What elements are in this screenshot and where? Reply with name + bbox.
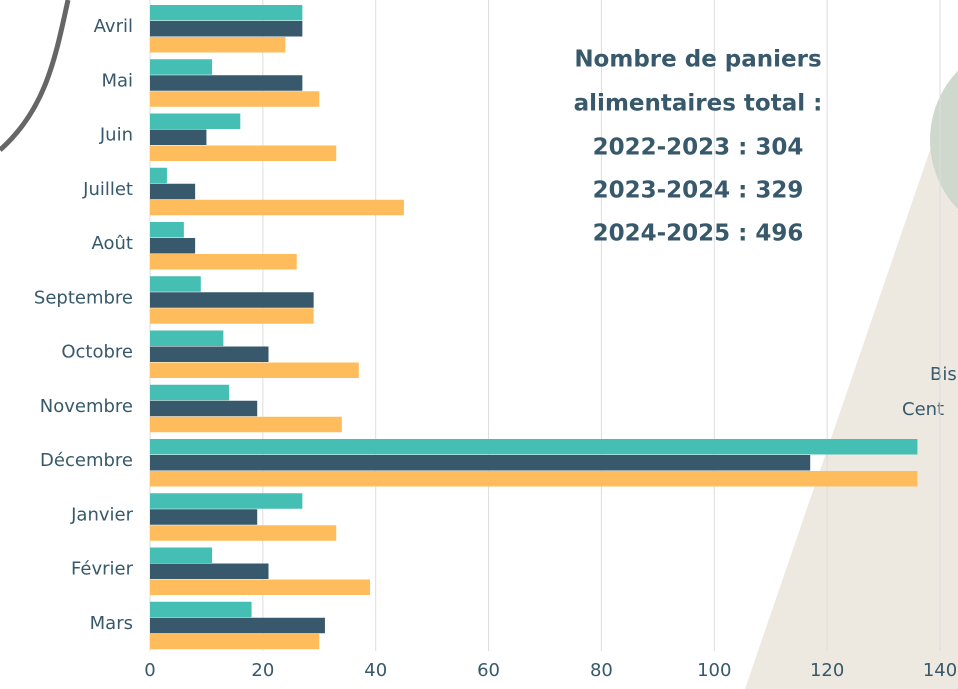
bar bbox=[150, 417, 342, 433]
x-tick-label: 80 bbox=[590, 660, 613, 681]
y-tick-label: Décembre bbox=[40, 450, 133, 471]
bar bbox=[150, 401, 257, 417]
annotation: 2022-2023 : 304 bbox=[593, 135, 804, 161]
y-tick-label: Avril bbox=[94, 16, 133, 37]
bar bbox=[150, 525, 336, 541]
x-tick-label: 140 bbox=[923, 660, 957, 681]
annotation: Nombre de paniers bbox=[574, 47, 821, 73]
y-tick-label: Juin bbox=[99, 125, 133, 146]
y-tick-label: Février bbox=[71, 559, 134, 580]
x-tick-label: 20 bbox=[251, 660, 274, 681]
cropped-text: Bis bbox=[930, 364, 957, 385]
y-tick-label: Mai bbox=[101, 70, 133, 91]
bar bbox=[150, 385, 229, 401]
x-tick-label: 100 bbox=[697, 660, 731, 681]
y-tick-label: Septembre bbox=[34, 287, 133, 308]
bar bbox=[150, 363, 359, 379]
bar bbox=[150, 59, 212, 75]
bar bbox=[150, 5, 302, 21]
bar bbox=[150, 634, 319, 650]
bar bbox=[150, 168, 167, 184]
bar bbox=[150, 114, 240, 130]
y-tick-label: Octobre bbox=[61, 342, 133, 363]
bar bbox=[150, 564, 269, 580]
y-tick-label: Novembre bbox=[40, 396, 133, 417]
bar bbox=[150, 439, 917, 455]
bar bbox=[150, 37, 285, 53]
bar bbox=[150, 455, 810, 471]
cropped-text: Cent bbox=[902, 399, 944, 420]
bar bbox=[150, 331, 223, 347]
annotation: alimentaires total : bbox=[574, 91, 823, 117]
bar bbox=[150, 548, 212, 564]
y-tick-label: Juillet bbox=[82, 179, 133, 200]
x-tick-label: 40 bbox=[364, 660, 387, 681]
x-tick-label: 120 bbox=[810, 660, 844, 681]
bar bbox=[150, 254, 297, 270]
bar bbox=[150, 618, 325, 634]
bar bbox=[150, 276, 201, 292]
bar bbox=[150, 130, 206, 146]
y-tick-label: Mars bbox=[90, 613, 133, 634]
bar bbox=[150, 75, 302, 91]
annotation: 2024-2025 : 496 bbox=[593, 221, 804, 247]
bar bbox=[150, 146, 336, 162]
x-tick-label: 0 bbox=[144, 660, 155, 681]
chart: Bis Cent 0 20 40 60 80 100 120 140 Avril Mai Juin J… bbox=[0, 0, 958, 689]
bar bbox=[150, 184, 195, 200]
y-tick-label: Janvier bbox=[70, 504, 133, 525]
bar bbox=[150, 200, 404, 216]
y-tick-label: Août bbox=[92, 233, 133, 254]
bar bbox=[150, 308, 314, 324]
bar bbox=[150, 292, 314, 308]
decor-curve bbox=[0, 0, 68, 150]
x-tick-label: 60 bbox=[477, 660, 500, 681]
bar bbox=[150, 91, 319, 107]
bar bbox=[150, 347, 269, 363]
bar bbox=[150, 238, 195, 254]
bar bbox=[150, 21, 302, 37]
bar bbox=[150, 580, 370, 596]
bar bbox=[150, 602, 252, 618]
bar bbox=[150, 471, 917, 487]
annotation: 2023-2024 : 329 bbox=[593, 178, 804, 204]
bar bbox=[150, 509, 257, 525]
bar bbox=[150, 222, 184, 238]
bar bbox=[150, 493, 302, 509]
